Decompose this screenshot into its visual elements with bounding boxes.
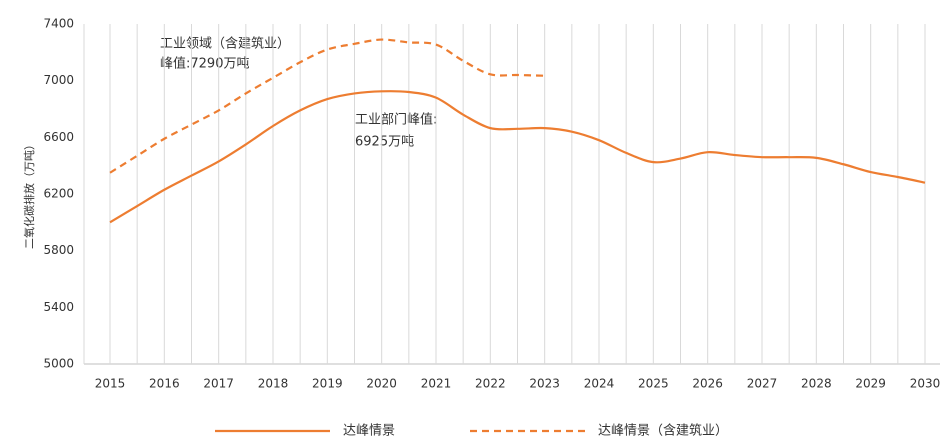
y-tick-label: 7000 — [43, 73, 74, 87]
x-tick-label: 2024 — [584, 377, 615, 391]
line-series — [109, 90, 926, 224]
annotation: 工业部门峰值: — [355, 112, 437, 128]
x-tick-label: 2025 — [638, 377, 669, 391]
x-tick-label: 2015 — [95, 377, 126, 391]
y-tick-label: 6200 — [43, 187, 74, 201]
x-tick-label: 2027 — [747, 377, 778, 391]
legend-label: 达峰情景（含建筑业） — [598, 423, 728, 439]
y-axis-label: 二氧化碳排放（万吨） — [22, 139, 36, 249]
y-tick-label: 7400 — [43, 17, 74, 31]
x-tick-label: 2022 — [475, 377, 506, 391]
annotation: 峰值:7290万吨 — [160, 56, 249, 72]
legend-label: 达峰情景 — [343, 424, 395, 439]
x-tick-label: 2026 — [692, 377, 723, 391]
x-tick-label: 2029 — [855, 377, 886, 391]
x-tick-label: 2019 — [312, 377, 343, 391]
annotation: 工业领域（含建筑业） — [160, 36, 290, 52]
y-tick-label: 5400 — [43, 300, 74, 314]
x-tick-label: 2017 — [203, 377, 234, 391]
x-tick-label: 2021 — [421, 377, 452, 391]
annotation: 6925万吨 — [355, 135, 414, 150]
x-tick-label: 2020 — [366, 377, 397, 391]
line-series — [109, 38, 545, 174]
y-tick-label: 5800 — [43, 243, 74, 257]
x-tick-label: 2016 — [149, 377, 180, 391]
x-tick-label: 2028 — [801, 377, 832, 391]
y-tick-label: 6600 — [43, 130, 74, 144]
x-tick-label: 2018 — [258, 377, 289, 391]
x-tick-label: 2030 — [910, 377, 941, 391]
y-tick-label: 5000 — [43, 357, 74, 371]
x-tick-label: 2023 — [529, 377, 560, 391]
